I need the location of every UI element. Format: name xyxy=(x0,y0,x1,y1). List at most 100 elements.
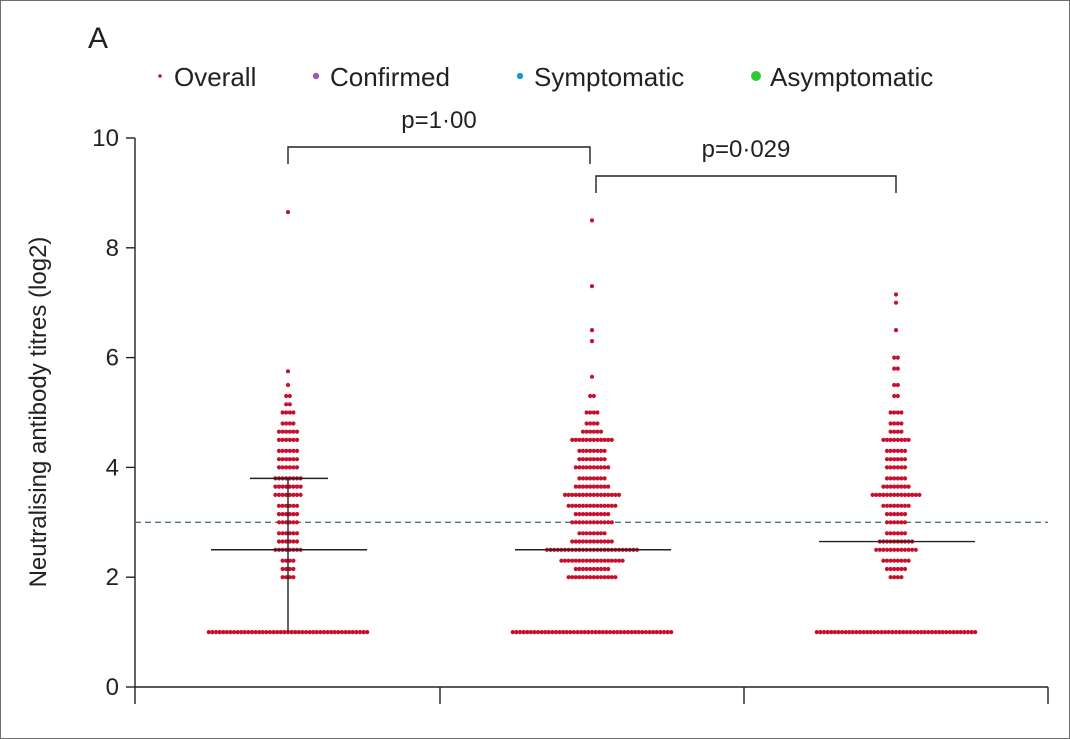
data-point-group3 xyxy=(933,630,938,635)
data-point-group2 xyxy=(588,410,593,415)
data-point-group2 xyxy=(620,558,625,563)
data-point-group3 xyxy=(895,511,900,517)
data-point-group1 xyxy=(284,448,289,453)
data-point-group3 xyxy=(888,503,893,508)
data-point-group1 xyxy=(276,492,282,497)
data-point-group1 xyxy=(285,369,291,374)
data-point-group2 xyxy=(588,520,593,525)
data-point-group2 xyxy=(602,511,607,517)
data-point-group3 xyxy=(884,448,890,453)
data-point-group1 xyxy=(291,410,296,415)
data-point-group2 xyxy=(580,465,586,470)
data-point-group1 xyxy=(264,630,269,635)
data-point-group1 xyxy=(210,630,215,635)
data-point-group3 xyxy=(881,437,886,442)
data-point-group1 xyxy=(287,539,292,544)
data-point-group3 xyxy=(895,437,900,442)
data-point-group3 xyxy=(884,511,890,517)
data-point-group1 xyxy=(339,630,345,635)
data-point-group3 xyxy=(929,630,935,635)
data-point-group3 xyxy=(906,558,911,563)
data-point-group1 xyxy=(284,465,289,470)
data-point-group3 xyxy=(902,520,908,525)
data-point-group1 xyxy=(284,575,289,580)
data-point-group2 xyxy=(525,630,530,635)
data-point-group2 xyxy=(602,575,607,580)
data-point-group2 xyxy=(553,630,559,635)
data-point-group1 xyxy=(280,539,285,544)
data-point-group2 xyxy=(606,539,611,544)
data-point-group1 xyxy=(206,630,211,635)
data-point-group2 xyxy=(577,448,582,453)
p-value-label-2: p=0·029 xyxy=(702,136,791,163)
data-point-group2 xyxy=(577,531,582,536)
data-point-group2 xyxy=(602,520,607,525)
data-point-group2 xyxy=(566,492,571,497)
data-point-group1 xyxy=(318,630,323,635)
data-point-group3 xyxy=(958,630,963,635)
data-point-group1 xyxy=(273,492,278,497)
legend-marker-2 xyxy=(312,72,320,80)
data-point-group3 xyxy=(902,566,908,572)
data-point-group2 xyxy=(591,429,596,434)
data-point-group2 xyxy=(570,520,575,525)
data-point-group2 xyxy=(606,437,611,442)
data-point-group2 xyxy=(606,503,611,508)
data-point-group2 xyxy=(591,531,596,536)
data-point-group2 xyxy=(647,630,652,635)
data-point-group2 xyxy=(577,465,582,470)
data-point-group1 xyxy=(284,520,289,525)
data-point-group2 xyxy=(598,476,604,481)
data-point-group2 xyxy=(577,437,582,442)
data-point-group2 xyxy=(589,630,595,635)
data-point-group3 xyxy=(884,566,890,572)
data-point-group2 xyxy=(591,476,596,481)
data-point-group3 xyxy=(897,630,902,635)
legend-label-1: Overall xyxy=(174,62,256,92)
data-point-group3 xyxy=(888,448,893,453)
data-point-group2 xyxy=(562,558,568,563)
data-point-group1 xyxy=(228,630,233,635)
data-point-group1 xyxy=(354,630,359,635)
data-point-group1 xyxy=(293,630,298,635)
data-point-group3 xyxy=(902,457,908,462)
data-point-group1 xyxy=(271,630,276,635)
data-point-group3 xyxy=(895,531,900,536)
data-point-group2 xyxy=(595,566,600,572)
data-point-group2 xyxy=(528,630,533,635)
data-point-group1 xyxy=(257,630,262,635)
data-point-group2 xyxy=(586,630,591,635)
data-point-group2 xyxy=(588,465,593,470)
data-point-group3 xyxy=(895,366,900,371)
data-point-group3 xyxy=(926,630,931,635)
data-point-group3 xyxy=(847,630,852,635)
data-point-group1 xyxy=(280,511,285,517)
data-point-group1 xyxy=(347,630,352,635)
data-point-group1 xyxy=(284,429,289,434)
data-point-group3 xyxy=(888,410,893,415)
y-axis-label: Neutralising antibody titres (log2) xyxy=(25,237,52,588)
data-point-group3 xyxy=(902,492,908,497)
data-point-group2 xyxy=(607,630,613,635)
data-point-group1 xyxy=(284,421,289,426)
data-point-group2 xyxy=(577,457,582,462)
data-point-group2 xyxy=(591,465,596,470)
bracket-2 xyxy=(595,175,897,193)
data-point-group3 xyxy=(908,630,913,635)
data-point-group3 xyxy=(965,630,971,635)
data-point-group3 xyxy=(850,630,855,635)
data-point-group1 xyxy=(291,575,296,580)
data-point-group3 xyxy=(881,503,886,508)
y-tick-label-4: 4 xyxy=(106,454,119,481)
data-point-group2 xyxy=(598,429,604,434)
data-point-group2 xyxy=(602,558,607,563)
data-point-group2 xyxy=(595,465,600,470)
legend: Overall Confirmed Symptomatic Asymptomatic xyxy=(158,62,933,92)
data-point-group2 xyxy=(577,511,582,517)
data-point-group3 xyxy=(895,492,900,497)
data-point-group1 xyxy=(287,503,292,508)
data-point-group2 xyxy=(580,484,586,489)
data-point-group3 xyxy=(888,511,893,517)
data-point-group2 xyxy=(591,484,596,489)
data-point-group1 xyxy=(287,448,292,453)
